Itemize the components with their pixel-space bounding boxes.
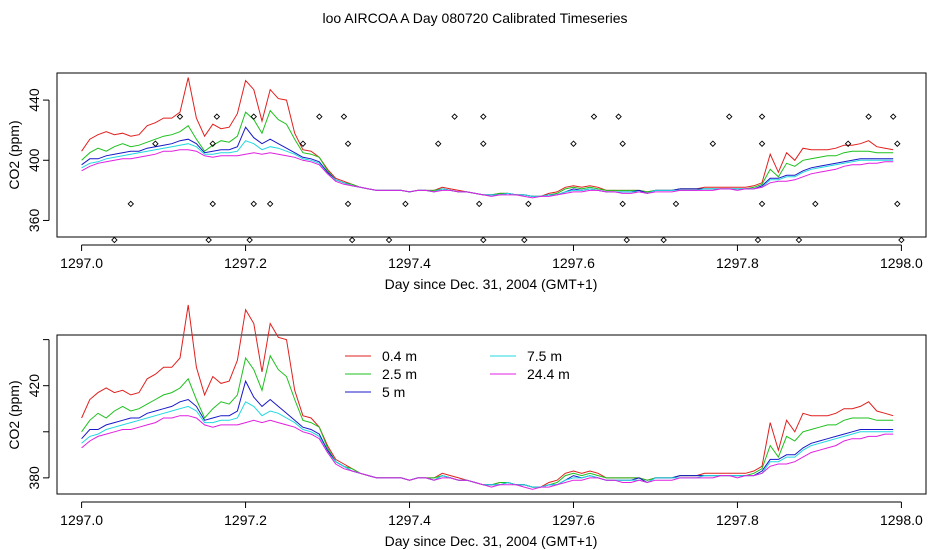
bottom-x-tick-label: 1298.0 [880, 512, 923, 528]
top-scatter-point [844, 140, 852, 147]
legend-label: 0.4 m [382, 348, 417, 364]
bottom-series-line-3 [81, 379, 894, 488]
bottom-x-tick-label: 1297.4 [388, 512, 431, 528]
top-scatter-point [250, 200, 257, 208]
top-scatter-point [758, 113, 766, 120]
top-scatter-point [266, 200, 274, 208]
top-y-tick-label: 440 [26, 88, 42, 112]
top-scatter-point [176, 113, 184, 120]
top-scatter-point [451, 113, 458, 120]
top-scatter-point [570, 140, 577, 147]
bottom-x-tick-label: 1297.6 [552, 512, 595, 528]
bottom-x-tick-label: 1297.0 [60, 512, 103, 528]
top-series-line-3 [81, 126, 894, 197]
top-scatter-point [127, 200, 135, 208]
bottom-y-tick-label: 380 [26, 466, 42, 490]
top-scatter-layer [111, 113, 905, 244]
top-scatter-point [111, 236, 118, 244]
top-y-tick-label: 360 [26, 209, 42, 233]
legend: 0.4 m 2.5 m 5 m 7.5 m 24.4 m [345, 348, 570, 400]
top-x-tick-label: 1298.0 [880, 255, 923, 271]
top-scatter-point [865, 113, 872, 120]
top-scatter-point [480, 113, 487, 120]
bottom-x-tick-label: 1297.2 [224, 512, 267, 528]
top-scatter-point [758, 200, 766, 208]
legend-label: 24.4 m [527, 366, 570, 382]
top-scatter-point [213, 113, 221, 120]
top-scatter-point [525, 200, 532, 208]
top-x-axis: 1297.0 1297.2 1297.4 1297.6 1297.8 1298.0 [60, 244, 923, 271]
top-scatter-point [316, 113, 323, 120]
top-x-tick-label: 1297.6 [552, 255, 595, 271]
top-x-tick-label: 1297.0 [60, 255, 103, 271]
top-scatter-point [340, 113, 348, 120]
top-scatter-point [250, 113, 257, 120]
top-scatter-point [475, 200, 483, 208]
top-x-tick-label: 1297.2 [224, 255, 267, 271]
top-scatter-point [894, 200, 901, 208]
top-scatter-point [152, 140, 159, 147]
top-scatter-point [385, 236, 393, 244]
top-scatter-point [894, 140, 901, 147]
top-scatter-point [344, 200, 352, 208]
bottom-y-axis-label: CO2 (ppm) [6, 380, 22, 449]
bottom-y-tick-label: 420 [26, 374, 42, 398]
bottom-y-axis: 380 420 [26, 339, 50, 490]
bottom-series-layer [81, 304, 894, 490]
top-scatter-point [709, 140, 717, 147]
top-scatter-point [672, 200, 680, 208]
top-scatter-point [898, 236, 905, 244]
top-scatter-point [590, 113, 598, 120]
bottom-plot-frame [56, 334, 927, 495]
top-scatter-point [299, 140, 307, 147]
top-series-line-5 [81, 149, 894, 199]
top-scatter-point [480, 140, 487, 147]
bottom-x-tick-label: 1297.8 [716, 512, 759, 528]
top-chart: 1297.0 1297.2 1297.4 1297.6 1297.8 1298.0 360… [6, 72, 927, 292]
top-scatter-point [402, 200, 409, 208]
top-y-axis-label: CO2 (ppm) [6, 120, 22, 189]
legend-label: 2.5 m [382, 366, 417, 382]
bottom-x-axis-label: Day since Dec. 31, 2004 (GMT+1) [385, 533, 598, 549]
top-x-tick-label: 1297.4 [388, 255, 431, 271]
bottom-series-line-5 [81, 415, 894, 490]
top-scatter-point [623, 236, 631, 244]
top-scatter-point [812, 200, 819, 208]
top-y-tick-label: 400 [26, 148, 42, 172]
top-scatter-point [209, 200, 217, 208]
page-title: loo AIRCOA A Day 080720 Calibrated Times… [322, 10, 628, 26]
top-scatter-point [889, 113, 897, 120]
top-scatter-point [205, 236, 212, 244]
top-scatter-point [344, 140, 352, 147]
top-scatter-point [434, 140, 442, 147]
top-scatter-point [615, 113, 622, 120]
top-scatter-point [619, 200, 626, 208]
top-scatter-point [480, 236, 487, 244]
top-series-layer [81, 77, 894, 199]
bottom-x-axis: 1297.0 1297.2 1297.4 1297.6 1297.8 1298.0 [60, 501, 923, 528]
top-scatter-point [726, 113, 733, 120]
top-scatter-point [754, 236, 762, 244]
top-scatter-point [209, 140, 217, 147]
top-x-axis-label: Day since Dec. 31, 2004 (GMT+1) [385, 276, 598, 292]
bottom-chart: 1297.0 1297.2 1297.4 1297.6 1297.8 1298.0 380… [6, 304, 927, 549]
top-scatter-point [758, 140, 766, 147]
top-scatter-point [619, 140, 626, 147]
top-scatter-point [795, 236, 803, 244]
top-scatter-point [521, 236, 528, 244]
top-plot-frame [56, 72, 927, 238]
legend-label: 5 m [382, 384, 405, 400]
top-scatter-point [348, 236, 356, 244]
top-scatter-point [246, 236, 253, 244]
top-x-tick-label: 1297.8 [716, 255, 759, 271]
legend-label: 7.5 m [527, 348, 562, 364]
top-scatter-point [660, 236, 667, 244]
top-y-axis: 360 400 440 [26, 88, 50, 233]
